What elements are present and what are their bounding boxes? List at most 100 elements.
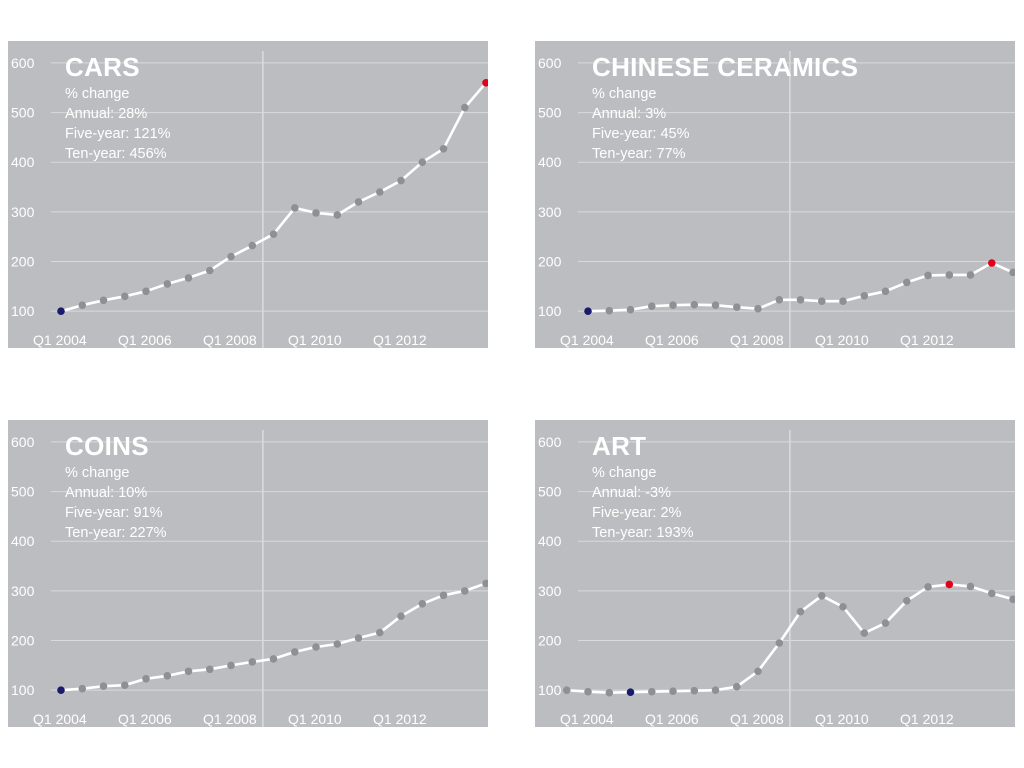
chart-title: CARS <box>65 52 140 82</box>
data-point-start <box>57 307 65 316</box>
data-point <box>439 145 448 153</box>
x-tick-label: Q1 2006 <box>645 332 699 348</box>
data-point <box>818 297 826 306</box>
x-tick-label: Q1 2008 <box>730 711 784 727</box>
chart-stat: Ten-year: 227% <box>65 525 167 541</box>
data-point <box>354 634 363 642</box>
data-point-latest <box>945 580 954 589</box>
data-point <box>796 296 805 304</box>
art-chart: 100 200 300 400 500 600 Q1 2004 Q1 2006 Q1 2008 Q… <box>535 420 1015 727</box>
y-tick-label: 500 <box>538 105 562 121</box>
chart-title: ART <box>592 431 646 461</box>
y-tick-label: 100 <box>11 303 35 319</box>
data-point <box>99 296 108 305</box>
data-point <box>839 603 847 611</box>
data-point <box>733 682 741 691</box>
x-tick-label: Q1 2008 <box>203 332 257 348</box>
x-tick-label: Q1 2006 <box>118 332 172 348</box>
chart-stat: Five-year: 45% <box>592 126 690 142</box>
data-point <box>418 158 427 166</box>
data-point <box>206 266 214 275</box>
data-point <box>903 597 911 605</box>
data-point <box>206 665 214 674</box>
data-point <box>818 592 826 600</box>
data-point-start <box>584 307 592 316</box>
y-tick-label: 100 <box>11 682 35 698</box>
chart-panel-chinese-ceramics: 100 200 300 400 500 600 Q1 2004 Q1 2006 Q1 2008 Q… <box>535 41 1015 348</box>
data-point <box>924 271 932 280</box>
data-point <box>121 681 129 689</box>
x-tick-label: Q1 2010 <box>288 711 342 727</box>
data-point <box>291 648 299 656</box>
data-point <box>99 682 108 690</box>
y-tick-label: 300 <box>11 583 35 599</box>
series-line <box>587 261 1015 313</box>
x-tick-label: Q1 2012 <box>900 711 954 727</box>
data-point <box>333 640 342 648</box>
chart-stat: Annual: 3% <box>592 106 666 122</box>
data-point <box>648 687 656 696</box>
data-point <box>78 301 87 310</box>
data-point-start <box>57 686 65 694</box>
data-point <box>291 204 299 212</box>
data-point <box>690 686 699 695</box>
data-point <box>376 628 384 637</box>
y-tick-label: 200 <box>11 633 35 649</box>
data-point <box>227 661 235 670</box>
data-point <box>376 188 384 196</box>
chart-stat: % change <box>65 465 130 481</box>
data-point <box>924 583 932 591</box>
data-point <box>860 629 869 637</box>
data-point <box>988 589 996 598</box>
data-point-start <box>626 688 635 696</box>
y-tick-label: 400 <box>538 533 562 549</box>
data-point <box>184 667 193 676</box>
data-point <box>397 176 405 185</box>
x-tick-label: Q1 2006 <box>645 711 699 727</box>
x-tick-label: Q1 2004 <box>560 711 614 727</box>
y-tick-label: 600 <box>11 55 35 71</box>
plot-background <box>8 41 488 348</box>
plot-background <box>535 420 1015 727</box>
x-tick-label: Q1 2012 <box>900 332 954 348</box>
y-tick-label: 100 <box>538 303 562 319</box>
data-point <box>269 655 278 663</box>
data-point-latest <box>988 259 996 267</box>
data-point <box>121 292 129 301</box>
y-tick-label: 400 <box>538 154 562 170</box>
data-point <box>966 582 975 591</box>
data-point <box>711 686 720 694</box>
data-point <box>312 643 320 651</box>
data-point <box>333 211 342 219</box>
data-point <box>269 230 278 238</box>
data-point <box>418 600 427 608</box>
y-tick-label: 300 <box>11 204 35 220</box>
data-point <box>184 274 193 282</box>
data-point <box>312 209 320 217</box>
data-point <box>711 301 720 310</box>
data-point <box>690 300 699 309</box>
x-tick-label: Q1 2008 <box>203 711 257 727</box>
data-point <box>669 301 677 310</box>
data-point <box>563 686 571 694</box>
data-point <box>881 619 890 627</box>
data-point <box>733 303 741 312</box>
data-point <box>754 304 762 313</box>
data-point <box>163 672 172 680</box>
y-tick-label: 600 <box>538 434 562 450</box>
chinese-ceramics-chart: 100 200 300 400 500 600 Q1 2004 Q1 2006 Q1 2008 Q… <box>535 41 1015 348</box>
x-tick-label: Q1 2008 <box>730 332 784 348</box>
series-line <box>60 580 488 692</box>
plot-background <box>535 41 1015 348</box>
y-tick-label: 200 <box>11 254 35 270</box>
data-point <box>461 587 469 595</box>
chart-title: CHINESE CERAMICS <box>592 52 858 82</box>
y-tick-label: 600 <box>538 55 562 71</box>
plot-background <box>8 420 488 727</box>
data-point <box>142 675 150 683</box>
data-point <box>669 687 677 695</box>
y-tick-label: 300 <box>538 583 562 599</box>
data-point <box>966 271 975 279</box>
chart-panel-cars: 100 200 300 400 500 600 Q1 2004 Q1 2006 Q1 2008 Q… <box>8 41 488 348</box>
x-tick-label: Q1 2012 <box>373 332 427 348</box>
